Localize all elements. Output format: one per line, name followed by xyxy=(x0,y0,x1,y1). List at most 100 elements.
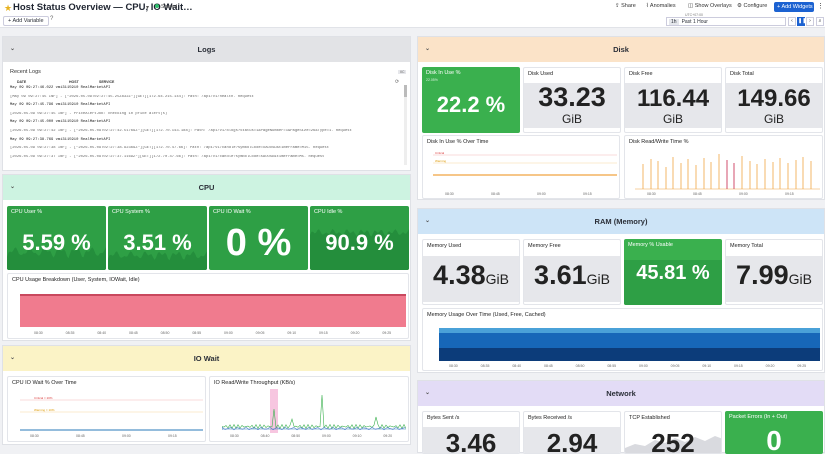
collapse-chevron-icon[interactable]: ⌄ xyxy=(425,46,431,52)
cpu-user-widget[interactable]: CPU User % 5.59 % xyxy=(7,206,106,270)
memory-free-widget[interactable]: Memory Free 3.61GiB xyxy=(523,239,621,305)
disk-in-use-over-time-widget[interactable]: Disk In Use % Over Time Critical Warning… xyxy=(422,135,620,199)
time-tick-label: 08:50 xyxy=(291,434,301,438)
disk-read-write-widget[interactable]: Disk Read/Write Time % 08:30 08:45 09:00 09… xyxy=(624,135,823,199)
logs-scrollbar-thumb[interactable] xyxy=(404,85,407,97)
cpu-system-widget[interactable]: CPU System % 3.51 % xyxy=(108,206,207,270)
gear-icon: ⚙ xyxy=(737,3,744,9)
cpu-section-title: CPU xyxy=(198,183,215,192)
collapse-chevron-icon[interactable]: ⌄ xyxy=(425,390,431,396)
cpu-user-label: CPU User % xyxy=(11,209,43,215)
bytes-sent-widget[interactable]: Bytes Sent /s 3.46 xyxy=(422,411,520,454)
ram-section-title: RAM (Memory) xyxy=(594,217,648,226)
memory-over-time-chart[interactable] xyxy=(439,328,820,361)
bytes-received-widget[interactable]: Bytes Received /s 2.94 xyxy=(523,411,621,454)
cpu-breakdown-widget[interactable]: CPU Usage Breakdown (User, System, IOWai… xyxy=(7,273,409,339)
packet-errors-widget[interactable]: Packet Errors (In + Out) 0 xyxy=(725,411,823,454)
disk-total-unit: GiB xyxy=(763,112,784,126)
logs-col-date[interactable]: DATE xyxy=(17,80,27,84)
network-section-header[interactable]: ⌄ Network xyxy=(418,381,824,406)
iowait-over-time-chart[interactable]: Critical = 20% Warning = 10% xyxy=(20,392,203,432)
logs-section-header[interactable]: ⌄ Logs xyxy=(3,37,410,62)
time-tick-label: 09:15 xyxy=(168,434,177,438)
io-read-line xyxy=(222,394,406,430)
disk-used-widget[interactable]: Disk Used 33.23 GiB xyxy=(523,67,621,133)
time-tick-label: 09:25 xyxy=(382,331,392,335)
logs-col-service[interactable]: SERVICE xyxy=(99,80,115,84)
time-tick-label: 09:00 xyxy=(739,192,748,196)
io-throughput-widget[interactable]: IO Read/Write Throughput (KB/s) 08:30 08:… xyxy=(209,376,409,442)
ram-section-header[interactable]: ⌄ RAM (Memory) xyxy=(418,209,824,234)
log-row[interactable]: May 09 09:27:45.000 vmi3115910 RealMarke… xyxy=(10,120,111,125)
log-row[interactable]: May 09 09:27:38.769 vmi3115910 RealMarke… xyxy=(10,137,111,142)
log-row[interactable]: May 09 09:27:45.796 vmi3115910 RealMarke… xyxy=(10,103,111,108)
time-tick-label: 08:30 xyxy=(445,192,454,196)
disk-total-widget[interactable]: Disk Total 149.66 GiB xyxy=(725,67,823,133)
memory-used-widget[interactable]: Memory Used 4.38GiB xyxy=(422,239,520,305)
time-tick-label: 08:50 xyxy=(160,331,170,335)
memory-over-time-widget[interactable]: Memory Usage Over Time (Used, Free, Cach… xyxy=(422,308,823,371)
time-tick-label: 09:10 xyxy=(702,364,712,368)
disk-rw-chart[interactable] xyxy=(635,150,820,190)
time-range-picker[interactable]: 1h Past 1 Hour xyxy=(666,17,786,26)
cpu-iowait-widget[interactable]: CPU IO Wait % 0 % xyxy=(209,206,308,270)
logs-scrollbar[interactable] xyxy=(404,85,407,165)
disk-in-use-sub: 22.05% xyxy=(426,78,438,82)
disk-section: ⌄ Disk Disk In Use % 22.05% 22.2 % Disk U… xyxy=(417,36,825,200)
iowait-over-time-widget[interactable]: CPU IO Wait % Over Time Critical = 20% W… xyxy=(7,376,206,442)
logs-section: ⌄ Logs Recent Logs IIC DATE HOST SERVICE … xyxy=(2,36,411,171)
logs-section-title: Logs xyxy=(197,45,216,54)
add-widgets-button[interactable]: + Add Widgets xyxy=(774,2,814,12)
overlays-icon: ◫ xyxy=(688,3,695,9)
memory-usable-widget[interactable]: Memory % Usable 45.81 % xyxy=(624,239,722,305)
help-icon[interactable]: ? xyxy=(50,16,54,22)
disk-over-time-chart[interactable]: Critical Warning xyxy=(433,150,617,190)
anomalies-icon: ⌇ xyxy=(646,3,650,9)
share-button[interactable]: ⇪ Share xyxy=(615,3,636,9)
time-tick-label: 09:00 xyxy=(122,434,131,438)
disk-in-use-widget[interactable]: Disk In Use % 22.05% 22.2 % xyxy=(422,67,520,133)
favorite-star-icon[interactable]: ★ xyxy=(4,3,13,13)
time-tick-label: 09:20 xyxy=(383,434,393,438)
dashboard-title[interactable]: Host Status Overview — CPU, IO Wait… xyxy=(13,2,193,13)
add-variable-button[interactable]: + Add Variable xyxy=(3,16,49,26)
time-zoom-button[interactable]: ⌕ xyxy=(816,17,824,26)
show-overlays-button[interactable]: ◫ Show Overlays xyxy=(688,3,732,9)
io-section-header[interactable]: ⌄ IO Wait xyxy=(3,346,410,371)
log-row[interactable]: [2026-05-09 09:27:42 INF] - ["2026-05-09… xyxy=(10,129,352,133)
memory-total-widget[interactable]: Memory Total 7.99GiB xyxy=(725,239,823,305)
log-row[interactable]: [2026-05-09 09:27:45 INF] - PriceAlertJo… xyxy=(10,111,168,116)
log-row[interactable]: [2026-05-09 09:27:38 INF] - ["2026-05-09… xyxy=(10,146,329,151)
collapse-chevron-icon[interactable]: ⌄ xyxy=(10,184,16,190)
log-row[interactable]: [May 09 09:27:45 INF] - ["2026-05-09T02:… xyxy=(10,94,254,99)
time-tick-label: 09:00 xyxy=(639,364,648,368)
io-throughput-chart[interactable] xyxy=(222,389,406,433)
disk-section-header[interactable]: ⌄ Disk xyxy=(418,37,824,62)
configure-label: Configure xyxy=(743,3,768,9)
time-forward-button[interactable]: › xyxy=(806,17,814,26)
cpu-system-label: CPU System % xyxy=(112,209,150,215)
io-write-line xyxy=(222,426,406,431)
refresh-icon[interactable]: ⟳ xyxy=(395,79,400,85)
time-tick-label: 09:00 xyxy=(537,192,546,196)
log-row[interactable]: [2026-05-09 09:27:37 INF] - ["2026-05-09… xyxy=(10,154,325,159)
cpu-section-header[interactable]: ⌄ CPU xyxy=(3,175,410,200)
collapse-chevron-icon[interactable]: ⌄ xyxy=(10,46,16,52)
disk-free-widget[interactable]: Disk Free 116.44 GiB xyxy=(624,67,722,133)
pause-button[interactable]: ❚❚ xyxy=(797,17,807,26)
anomalies-button[interactable]: ⌇ Anomalies xyxy=(646,3,676,9)
cpu-idle-widget[interactable]: CPU Idle % 90.9 % xyxy=(310,206,409,270)
more-options-icon[interactable]: ⋮ xyxy=(817,3,824,10)
collapse-chevron-icon[interactable]: ⌄ xyxy=(10,355,16,361)
disk-used-value: 33.23 xyxy=(538,82,606,112)
collapse-chevron-icon[interactable]: ⌄ xyxy=(425,218,431,224)
tcp-established-widget[interactable]: TCP Established 252 xyxy=(624,411,722,454)
time-back-button[interactable]: ‹ xyxy=(788,17,796,26)
cpu-breakdown-chart[interactable] xyxy=(20,294,406,327)
logs-col-host[interactable]: HOST xyxy=(69,80,79,84)
log-row[interactable]: May 09 09:27:46.022 vmi3115910 RealMarke… xyxy=(10,86,111,90)
configure-button[interactable]: ⚙ Configure xyxy=(737,3,767,9)
disk-in-use-label: Disk In Use % xyxy=(426,70,461,76)
bytes-sent-value: 3.46 xyxy=(445,428,497,454)
title-dropdown-icon[interactable]: ▾ xyxy=(146,5,150,11)
